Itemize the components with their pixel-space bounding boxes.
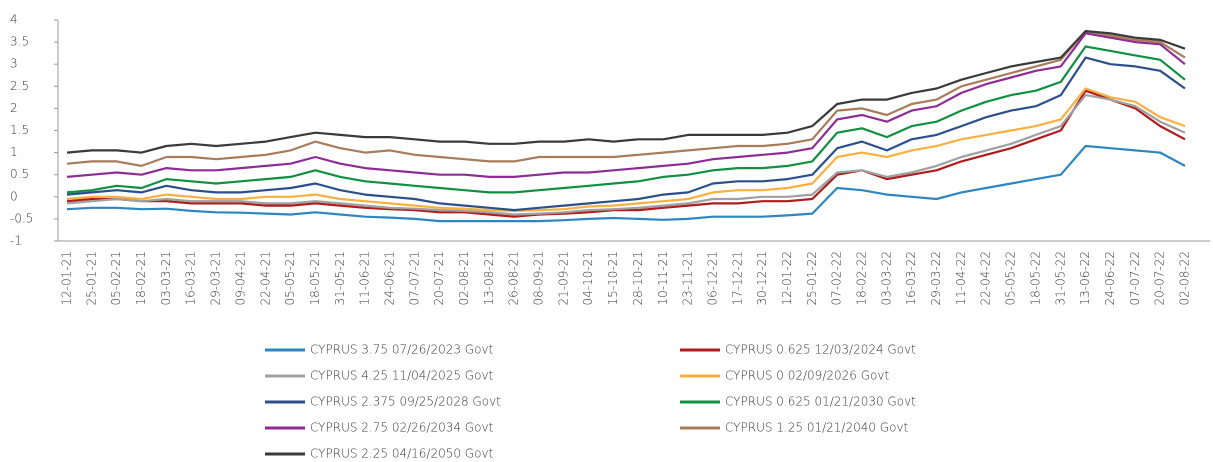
- x-tick-label: 11-06-21: [358, 251, 372, 305]
- legend-label: CYPRUS 0.625 12/03/2024 Govt: [725, 343, 916, 357]
- x-tick-label: 09-04-21: [233, 251, 247, 305]
- x-tick-label: 08-09-21: [532, 251, 546, 305]
- series-line: [66, 94, 1186, 216]
- legend-label: CYPRUS 3.75 07/26/2023 Govt: [310, 343, 494, 357]
- x-tick-label: 25-01-21: [84, 251, 98, 305]
- series-line: [66, 30, 1186, 167]
- x-tick-label: 05-05-21: [283, 251, 297, 305]
- x-tick-label: 15-10-21: [606, 251, 620, 305]
- x-tick-label: 02-08-21: [457, 251, 471, 305]
- legend-label: CYPRUS 2.25 04/16/2050 Govt: [310, 447, 494, 461]
- legend-label: CYPRUS 2.375 09/25/2028 Govt: [310, 395, 501, 409]
- x-tick-label: 18-02-22: [855, 251, 869, 305]
- legend-label: CYPRUS 0 02/09/2026 Govt: [725, 369, 889, 383]
- x-tick-label: 05-05-22: [1004, 251, 1018, 305]
- legend-label: CYPRUS 1.25 01/21/2040 Govt: [725, 421, 909, 435]
- x-tick-label: 12-01-21: [60, 251, 74, 305]
- x-tick-label: 07-07-21: [407, 251, 421, 305]
- series-line: [66, 45, 1186, 194]
- x-tick-label: 13-06-22: [1078, 251, 1092, 305]
- x-tick-label: 29-03-21: [209, 251, 223, 305]
- y-tick-label: 3: [10, 57, 18, 71]
- x-tick-label: 13-08-21: [482, 251, 496, 305]
- series-line: [66, 89, 1186, 218]
- legend-label: CYPRUS 4.25 11/04/2025 Govt: [310, 369, 494, 383]
- series-line: [66, 87, 1186, 212]
- series-line: [66, 56, 1186, 212]
- x-tick-label: 31-05-21: [333, 251, 347, 305]
- y-tick-label: 2.5: [10, 79, 29, 93]
- x-tick-label: 12-01-22: [780, 251, 794, 305]
- x-tick-label: 06-12-21: [705, 251, 719, 305]
- x-tick-label: 18-05-22: [1028, 251, 1042, 305]
- y-tick-label: -0.5: [10, 211, 33, 225]
- x-tick-label: 17-12-21: [730, 251, 744, 305]
- x-tick-label: 21-09-21: [556, 251, 570, 305]
- x-tick-label: 03-03-22: [879, 251, 893, 305]
- x-tick-label: 26-08-21: [507, 251, 521, 305]
- series-line: [66, 144, 1186, 223]
- y-tick-label: 2: [10, 101, 18, 115]
- x-tick-label: 18-05-21: [308, 251, 322, 305]
- series-line: [66, 32, 1186, 178]
- x-tick-label: 16-03-21: [184, 251, 198, 305]
- y-tick-label: 0.5: [10, 167, 29, 181]
- legend-label: CYPRUS 0.625 01/21/2030 Govt: [725, 395, 916, 409]
- x-tick-label: 02-08-22: [1178, 251, 1192, 305]
- x-tick-label: 11-04-22: [954, 251, 968, 305]
- x-tick-label: 28-10-21: [631, 251, 645, 305]
- x-tick-label: 31-05-22: [1053, 251, 1067, 305]
- x-tick-label: 10-11-21: [656, 251, 670, 305]
- x-tick-label: 25-01-22: [805, 251, 819, 305]
- x-tick-label: 24-06-21: [382, 251, 396, 305]
- x-tick-label: 23-11-21: [681, 251, 695, 305]
- x-tick-label: 07-02-22: [830, 251, 844, 305]
- x-tick-label: 04-10-21: [581, 251, 595, 305]
- x-tick-label: 05-02-21: [109, 251, 123, 305]
- y-tick-label: 1: [10, 145, 18, 159]
- legend-label: CYPRUS 2.75 02/26/2034 Govt: [310, 421, 494, 435]
- series-line: [66, 30, 1186, 154]
- x-tick-label: 03-03-21: [159, 251, 173, 305]
- y-tick-label: 4: [10, 13, 18, 27]
- x-tick-label: 30-12-21: [755, 251, 769, 305]
- x-tick-label: 22-04-21: [258, 251, 272, 305]
- x-tick-label: 16-03-22: [904, 251, 918, 305]
- x-tick-label: 18-02-21: [134, 251, 148, 305]
- y-tick-label: 0: [10, 189, 18, 203]
- x-tick-label: 22-04-22: [979, 251, 993, 305]
- y-tick-label: 3.5: [10, 35, 29, 49]
- x-tick-label: 07-07-22: [1128, 251, 1142, 305]
- x-tick-label: 24-06-22: [1103, 251, 1117, 305]
- x-tick-label: 20-07-21: [432, 251, 446, 305]
- y-tick-label: 1.5: [10, 123, 29, 137]
- y-tick-label: -1: [10, 234, 22, 248]
- x-tick-label: 29-03-22: [929, 251, 943, 305]
- x-tick-label: 20-07-22: [1153, 251, 1167, 305]
